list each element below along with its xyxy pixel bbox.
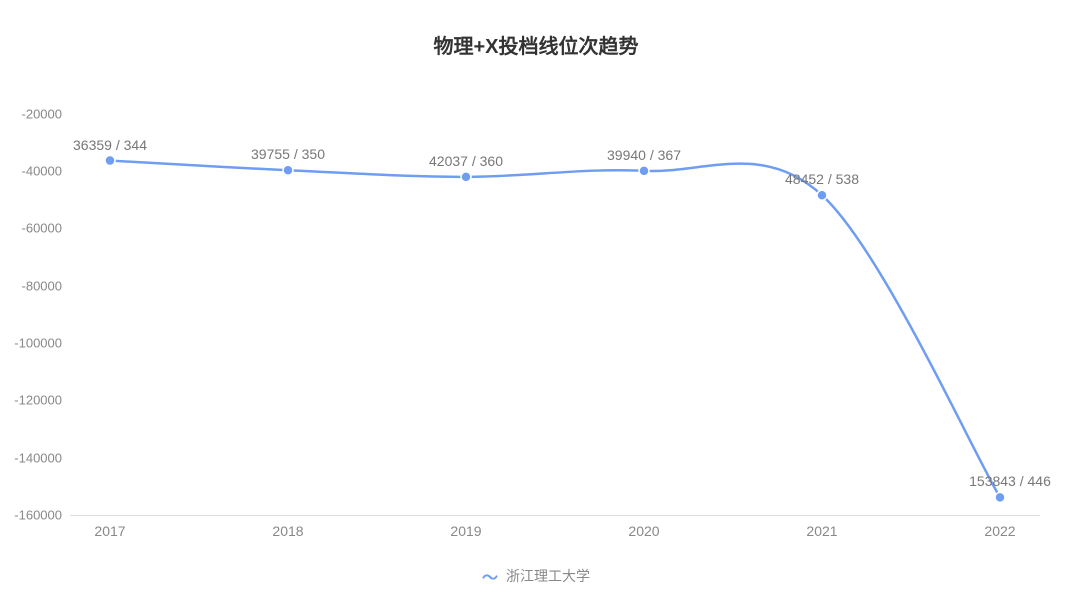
legend-wave-icon: 〜 [482,564,498,588]
data-point-label: 36359 / 344 [73,137,147,153]
legend-label: 浙江理工大学 [506,566,590,586]
line-plot [70,85,1040,515]
data-point-label: 39940 / 367 [607,147,681,163]
x-tick-label: 2020 [628,523,659,539]
data-point-marker [283,165,293,175]
x-tick-label: 2019 [450,523,481,539]
chart-area: -20000-40000-60000-80000-100000-120000-1… [70,85,1040,515]
data-point-marker [817,190,827,200]
x-axis-line [70,515,1040,516]
x-tick-label: 2018 [272,523,303,539]
y-tick-label: -60000 [22,221,62,236]
data-point-label: 39755 / 350 [251,146,325,162]
data-point-label: 42037 / 360 [429,153,503,169]
data-point-label: 48452 / 538 [785,171,859,187]
x-tick-label: 2022 [984,523,1015,539]
y-tick-label: -160000 [14,508,62,523]
data-point-marker [461,172,471,182]
legend: 〜 浙江理工大学 [482,564,590,588]
y-tick-label: -20000 [22,106,62,121]
x-tick-label: 2017 [94,523,125,539]
data-point-marker [995,492,1005,502]
y-tick-label: -120000 [14,393,62,408]
series-line [110,161,1000,498]
y-tick-label: -80000 [22,278,62,293]
data-point-marker [105,156,115,166]
y-tick-label: -100000 [14,336,62,351]
data-point-label: 153843 / 446 [969,473,1051,489]
data-point-marker [639,166,649,176]
chart-title: 物理+X投档线位次趋势 [0,0,1072,59]
x-tick-label: 2021 [806,523,837,539]
y-tick-label: -140000 [14,450,62,465]
y-tick-label: -40000 [22,164,62,179]
